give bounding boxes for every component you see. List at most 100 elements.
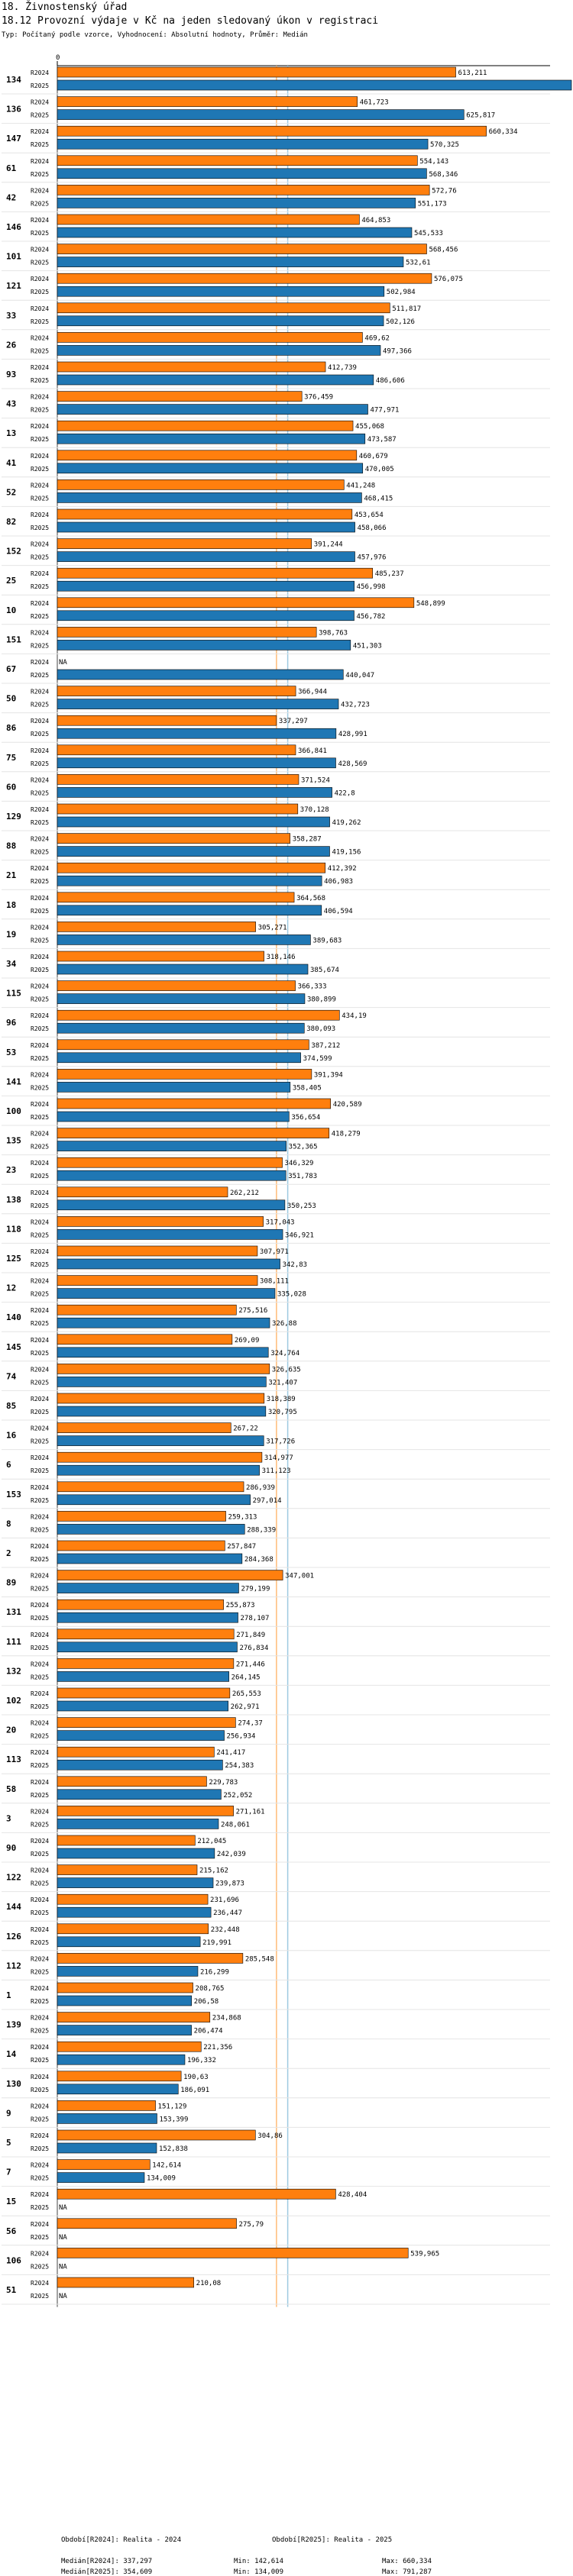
footer-min-2024: Min: 142,614 — [234, 2558, 284, 2565]
bar-value-label: 231,696 — [210, 1896, 239, 1904]
series-label-2025: R2025 — [31, 1556, 49, 1563]
bar-r2024 — [57, 302, 390, 314]
group-label: 60 — [6, 782, 16, 792]
bar-r2024 — [57, 2012, 211, 2022]
group-label: 50 — [6, 694, 16, 704]
bar-value-label: 219,991 — [202, 1939, 231, 1947]
series-label-2025: R2025 — [31, 583, 49, 590]
group-label: 2 — [6, 1548, 11, 1558]
series-label-2024: R2024 — [31, 718, 49, 725]
bar-value-label: 248,061 — [221, 1821, 250, 1829]
bar-r2024 — [57, 2100, 156, 2111]
bar-value-label: 229,783 — [209, 1779, 238, 1787]
bar-value-label: 374,599 — [303, 1055, 332, 1063]
bar-value-label: 358,405 — [293, 1084, 322, 1092]
bar-r2025 — [57, 138, 429, 150]
group-label: 122 — [6, 1873, 21, 1883]
series-label-2025: R2025 — [31, 1232, 49, 1238]
bar-r2025 — [57, 286, 385, 297]
series-label-2025: R2025 — [31, 1084, 49, 1091]
group-label: 20 — [6, 1725, 16, 1735]
bar-r2025 — [57, 374, 374, 386]
group-label: 41 — [6, 458, 17, 468]
bar-value-label: 326,88 — [272, 1320, 297, 1328]
series-label-2024: R2024 — [31, 776, 49, 783]
series-label-2025: R2025 — [31, 1703, 49, 1710]
bar-value-label: 502,984 — [387, 289, 416, 296]
bar-r2024 — [57, 1511, 226, 1522]
series-label-2024: R2024 — [31, 1366, 49, 1373]
bar-value-label: 391,394 — [314, 1071, 343, 1079]
group-label: 129 — [6, 812, 21, 822]
series-label-2025: R2025 — [31, 1968, 49, 1975]
bar-r2025 — [57, 1730, 225, 1741]
bar-value-label: 304,86 — [257, 2132, 283, 2140]
bar-value-label: 318,389 — [267, 1396, 296, 1403]
bar-r2025 — [57, 580, 354, 592]
group-label: 6 — [6, 1460, 11, 1470]
series-label-2025: R2025 — [31, 789, 49, 796]
bar-value-label: NA — [59, 659, 67, 667]
bar-r2024 — [57, 1451, 263, 1463]
series-label-2025: R2025 — [31, 436, 49, 443]
bar-r2024 — [57, 125, 487, 137]
series-label-2024: R2024 — [31, 1307, 49, 1314]
bar-r2025 — [57, 1199, 286, 1211]
series-label-2024: R2024 — [31, 1071, 49, 1078]
bar-value-label: 418,279 — [332, 1131, 361, 1138]
bar-r2024 — [57, 1393, 265, 1404]
series-label-2024: R2024 — [31, 689, 49, 696]
bar-value-label: 153,399 — [159, 2116, 188, 2123]
group-label: 136 — [6, 105, 21, 115]
group-label: 85 — [6, 1401, 16, 1411]
bar-r2024 — [57, 1893, 209, 1905]
group-label: 151 — [6, 634, 21, 644]
bar-value-label: 284,368 — [244, 1556, 274, 1564]
group-label: 146 — [6, 222, 21, 232]
group-label: 125 — [6, 1254, 21, 1264]
series-label-2025: R2025 — [31, 2204, 49, 2211]
bar-value-label: 371,524 — [301, 776, 330, 784]
bar-value-label: 358,287 — [293, 836, 322, 844]
bar-value-label: 278,107 — [241, 1615, 270, 1622]
group-label: 23 — [6, 1165, 16, 1175]
series-label-2025: R2025 — [31, 2087, 49, 2093]
bar-r2025 — [57, 964, 309, 975]
bar-value-label: 241,417 — [216, 1749, 245, 1757]
series-label-2024: R2024 — [31, 1160, 49, 1167]
bar-value-label: 469,62 — [364, 334, 390, 342]
bar-r2025 — [57, 728, 337, 739]
bar-value-label: 254,383 — [225, 1762, 254, 1770]
bar-r2025 — [57, 168, 427, 179]
bar-r2024 — [57, 597, 415, 608]
series-label-2025: R2025 — [31, 1615, 49, 1622]
bar-value-label: 196,332 — [187, 2057, 216, 2064]
bar-value-label: 453,654 — [354, 512, 384, 519]
bar-value-label: 321,407 — [268, 1379, 297, 1386]
bar-r2024 — [57, 96, 358, 107]
bar-value-label: 539,965 — [410, 2250, 439, 2258]
bar-r2025 — [57, 816, 330, 828]
series-label-2024: R2024 — [31, 1632, 49, 1638]
bar-r2024 — [57, 1540, 225, 1551]
series-label-2025: R2025 — [31, 171, 49, 178]
bar-value-label: 568,346 — [429, 171, 458, 179]
series-label-2024: R2024 — [31, 1131, 49, 1138]
group-label: 145 — [6, 1342, 21, 1352]
series-label-2024: R2024 — [31, 394, 49, 401]
group-label: 8 — [6, 1519, 11, 1528]
bar-r2025 — [57, 2054, 186, 2065]
group-label: 5 — [6, 2138, 11, 2148]
bar-r2025 — [57, 1317, 270, 1328]
bar-value-label: 311,123 — [262, 1467, 291, 1475]
bar-r2025 — [57, 669, 344, 680]
bar-value-label: 252,052 — [223, 1792, 252, 1800]
bar-value-label: 208,765 — [196, 1985, 225, 1993]
bar-value-label: 511,817 — [392, 305, 421, 313]
group-label: 56 — [6, 2226, 17, 2236]
bar-value-label: 389,683 — [312, 937, 342, 944]
bar-value-label: 215,162 — [199, 1867, 228, 1875]
bar-value-label: 380,899 — [307, 996, 336, 1004]
group-label: 138 — [6, 1195, 21, 1205]
bar-r2025 — [57, 1170, 286, 1181]
